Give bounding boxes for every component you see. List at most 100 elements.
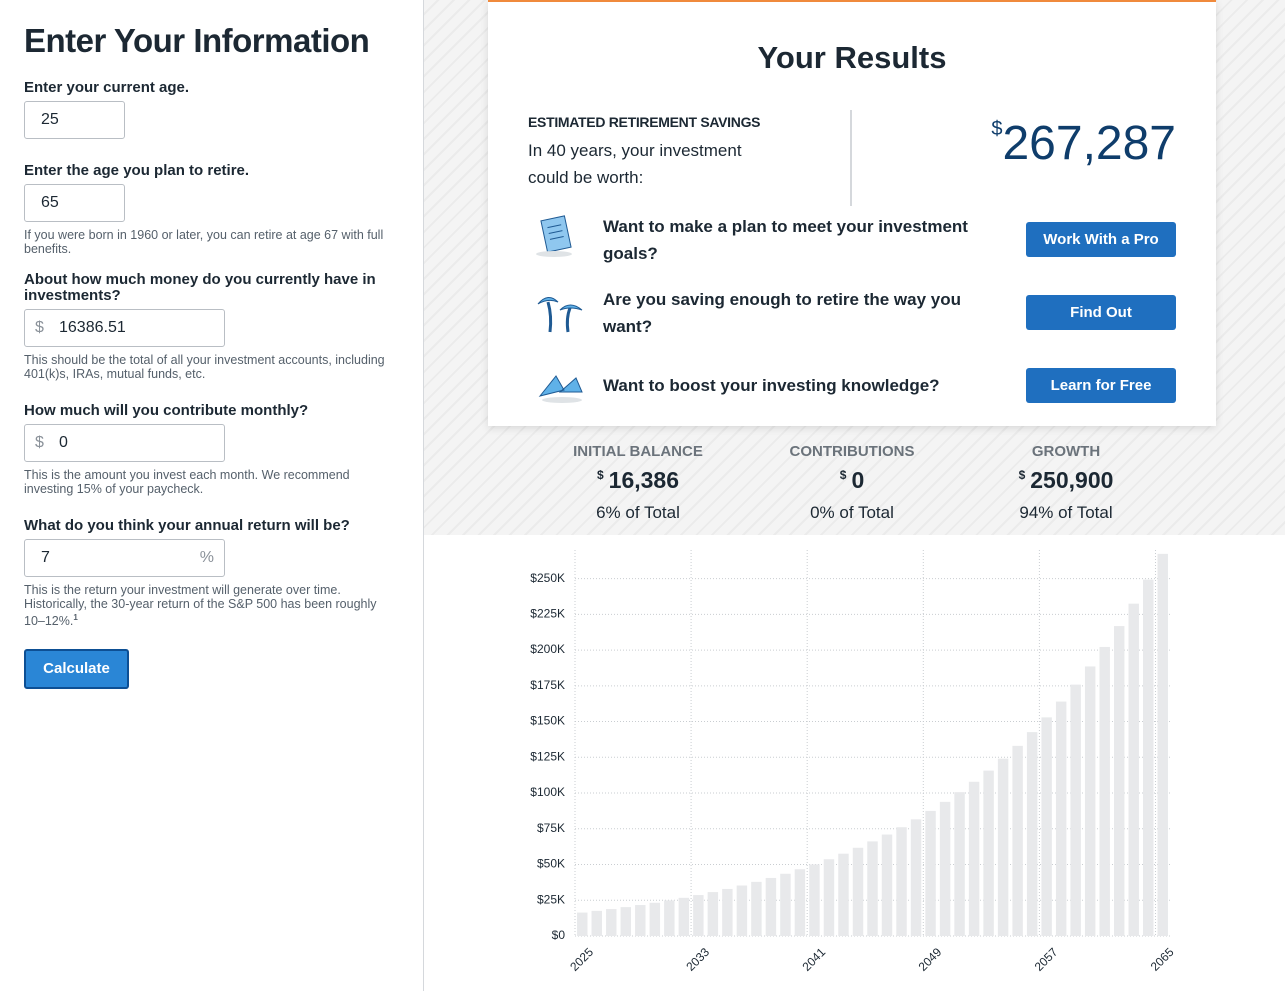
bar	[1143, 579, 1154, 936]
palm-icon	[537, 297, 583, 333]
contribution-input[interactable]: $0	[24, 424, 225, 462]
retire-age-input[interactable]: 65	[24, 184, 125, 222]
action-button[interactable]: Learn for Free	[1026, 368, 1176, 403]
prefix: $	[35, 319, 44, 336]
help-text: This is the return your investment will …	[24, 583, 394, 628]
bar	[664, 900, 675, 936]
bar	[1128, 603, 1139, 936]
bar	[1084, 666, 1096, 936]
bar	[896, 827, 907, 936]
bar	[838, 853, 849, 936]
bar	[881, 834, 893, 936]
y-tick-label: $150K	[530, 714, 565, 728]
book-icon	[538, 375, 583, 403]
bar	[649, 902, 661, 936]
estimate-label: ESTIMATED RETIREMENT SAVINGS	[528, 114, 761, 130]
action-text: Want to make a plan to meet your investm…	[603, 217, 968, 263]
amount: 16,386	[608, 467, 680, 493]
amount: 0	[851, 467, 865, 493]
help-text: This is the amount you invest each month…	[24, 468, 350, 496]
field-label: Enter your current age.	[24, 79, 190, 96]
bar	[954, 792, 965, 936]
x-tick-label: 2033	[683, 945, 712, 974]
bar	[577, 912, 588, 936]
estimate-text: In 40 years, your investment could be wo…	[528, 141, 742, 187]
divider	[850, 110, 852, 206]
y-tick-label: $200K	[530, 642, 565, 656]
bar	[1055, 701, 1067, 936]
input-panel: Enter Your Information Enter your curren…	[0, 0, 424, 991]
y-tick-label: $75K	[537, 821, 565, 835]
balance-input[interactable]: $16386.51	[24, 309, 225, 347]
bar	[1012, 745, 1023, 936]
bar	[693, 895, 704, 936]
bar	[1041, 717, 1052, 936]
y-tick-label: $250K	[530, 571, 565, 585]
bar	[823, 859, 835, 936]
calculate-button[interactable]: Calculate	[24, 649, 129, 689]
prefix: $	[35, 434, 44, 451]
y-tick-label: $25K	[537, 892, 565, 906]
x-tick-label: 2049	[916, 945, 945, 974]
summary-share: 6% of Total	[596, 503, 680, 522]
form-title: Enter Your Information	[24, 22, 370, 59]
bar	[678, 897, 690, 936]
bar	[707, 892, 719, 936]
field-label: How much will you contribute monthly?	[24, 402, 309, 419]
bar	[606, 909, 617, 936]
results-title: Your Results	[757, 40, 947, 75]
bar	[1026, 732, 1038, 936]
input-value: 7	[41, 549, 50, 566]
bar	[1070, 684, 1081, 936]
input-value: 0	[59, 434, 68, 451]
bar	[852, 847, 864, 936]
input-value: 16386.51	[59, 319, 126, 336]
footnote[interactable]: 1	[73, 613, 78, 622]
bar	[925, 810, 936, 936]
summary-label: CONTRIBUTIONS	[789, 443, 915, 460]
bar	[1113, 626, 1125, 936]
action-button[interactable]: Work With a Pro	[1026, 222, 1176, 257]
bar	[983, 770, 994, 936]
return-input[interactable]: 7%	[24, 539, 225, 577]
currency: $	[839, 468, 847, 483]
bar	[809, 864, 820, 936]
bar	[736, 885, 748, 936]
age-input[interactable]: 25	[24, 101, 125, 139]
summary-label: INITIAL BALANCE	[573, 443, 703, 460]
bar	[591, 910, 602, 936]
currency: $	[596, 468, 604, 483]
summary-amount: $0	[752, 467, 952, 494]
currency: $	[991, 118, 1003, 140]
bar	[722, 888, 733, 936]
estimate-value: $267,287	[991, 114, 1176, 174]
results-card: Your Results ESTIMATED RETIREMENT SAVING…	[488, 0, 1216, 426]
amount: 267,287	[1002, 117, 1176, 170]
x-tick-label: 2057	[1032, 945, 1061, 974]
summary-amount: $250,900	[966, 467, 1166, 494]
summary-amount: $16,386	[538, 467, 738, 494]
summary-label: GROWTH	[1031, 443, 1101, 460]
input-value: 65	[41, 194, 59, 211]
field-label: Enter the age you plan to retire.	[24, 162, 250, 179]
bar	[910, 819, 922, 936]
bar	[1157, 553, 1168, 936]
y-tick-label: $100K	[530, 785, 565, 799]
x-tick-label: 2065	[1148, 945, 1177, 974]
field-label: About how much money do you currently ha…	[24, 271, 376, 304]
bar	[765, 877, 777, 936]
help-text: If you were born in 1960 or later, you c…	[24, 228, 384, 256]
summary-share: 0% of Total	[810, 503, 894, 522]
field-label: What do you think your annual return wil…	[24, 517, 350, 534]
help-body: This is the return your investment will …	[24, 583, 377, 629]
bar	[997, 758, 1009, 936]
summary-share: 94% of Total	[1019, 503, 1113, 522]
currency: $	[1018, 468, 1026, 483]
bar	[780, 873, 791, 936]
x-tick-label: 2025	[567, 945, 596, 974]
help-text: This should be the total of all your inv…	[24, 353, 385, 381]
y-tick-label: $125K	[530, 749, 565, 763]
action-button[interactable]: Find Out	[1026, 295, 1176, 330]
bar	[939, 801, 951, 936]
